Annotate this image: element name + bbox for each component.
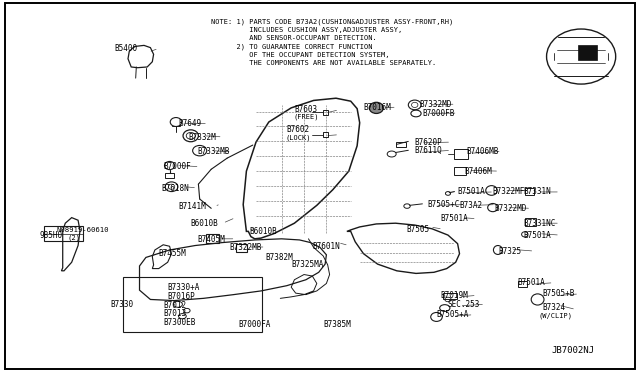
Text: B7455M: B7455M — [159, 249, 186, 258]
Text: B7016P: B7016P — [168, 292, 195, 301]
Bar — [518, 281, 527, 287]
Text: B7000F: B7000F — [163, 162, 191, 171]
Text: B7332MB: B7332MB — [197, 147, 230, 156]
Text: B7330+A: B7330+A — [168, 283, 200, 292]
Bar — [165, 173, 174, 178]
Text: B7330: B7330 — [110, 300, 133, 309]
Text: JB7002NJ: JB7002NJ — [552, 346, 595, 355]
Bar — [525, 188, 534, 195]
Text: B7603: B7603 — [294, 105, 317, 114]
Text: B6010B: B6010B — [250, 227, 277, 236]
Text: B7406MB: B7406MB — [466, 147, 499, 156]
Bar — [454, 149, 468, 159]
Text: B7385M: B7385M — [323, 320, 351, 329]
Text: B7501A: B7501A — [458, 187, 485, 196]
Text: B7331NC: B7331NC — [524, 219, 556, 228]
Text: B7501A: B7501A — [440, 214, 468, 223]
Text: B7331N: B7331N — [524, 187, 551, 196]
Text: B7505: B7505 — [406, 225, 429, 234]
Text: B7602: B7602 — [287, 125, 310, 134]
Text: B7000FA: B7000FA — [238, 320, 271, 329]
Text: B7501A: B7501A — [517, 278, 545, 287]
Text: B7325MA: B7325MA — [291, 260, 324, 269]
Text: B7322MD: B7322MD — [494, 204, 527, 213]
Text: (LOCK): (LOCK) — [285, 134, 311, 141]
Text: B7332M: B7332M — [189, 133, 216, 142]
Text: B7000FB: B7000FB — [422, 109, 455, 118]
Text: (FREE): (FREE) — [293, 114, 319, 121]
Bar — [443, 293, 457, 299]
Text: B7300EB: B7300EB — [163, 318, 196, 327]
Text: B7601N: B7601N — [312, 242, 340, 251]
Text: 985H0: 985H0 — [40, 231, 63, 240]
Text: B7382M: B7382M — [266, 253, 293, 262]
Text: (W/CLIP): (W/CLIP) — [539, 312, 573, 319]
Bar — [396, 142, 406, 147]
Text: B7324: B7324 — [543, 303, 566, 312]
Text: B7505+B: B7505+B — [543, 289, 575, 298]
Text: B7322MF: B7322MF — [493, 187, 525, 196]
Text: B7016M: B7016M — [364, 103, 391, 112]
Text: N08919-60610: N08919-60610 — [56, 227, 109, 233]
Ellipse shape — [369, 102, 383, 113]
Bar — [323, 132, 328, 137]
Text: B7501A: B7501A — [524, 231, 551, 240]
Text: B7620P: B7620P — [415, 138, 442, 147]
Bar — [454, 167, 466, 175]
Text: B7406M: B7406M — [464, 167, 492, 176]
Text: B6010B: B6010B — [191, 219, 218, 228]
Text: B73A2: B73A2 — [460, 201, 483, 210]
Bar — [236, 244, 247, 252]
Text: (2): (2) — [67, 234, 81, 241]
Text: SEC.253: SEC.253 — [448, 300, 481, 309]
Text: B7611Q: B7611Q — [415, 146, 442, 155]
Bar — [323, 110, 328, 115]
Text: B5400: B5400 — [114, 44, 137, 53]
Text: B7649: B7649 — [178, 119, 201, 128]
Text: B7141M: B7141M — [178, 202, 205, 211]
Text: NOTE: 1) PARTS CODE B73A2(CUSHION&ADJUSTER ASSY-FRONT,RH)
         INCLUDES CUSH: NOTE: 1) PARTS CODE B73A2(CUSHION&ADJUST… — [211, 19, 454, 65]
Bar — [44, 226, 83, 241]
Text: B7019M: B7019M — [440, 291, 468, 300]
Text: B7618N: B7618N — [161, 184, 189, 193]
Text: B7325: B7325 — [498, 247, 521, 256]
Bar — [206, 234, 219, 243]
Text: B7332MD: B7332MD — [420, 100, 452, 109]
Text: B7505+A: B7505+A — [436, 310, 469, 319]
Text: B7405M: B7405M — [197, 235, 225, 244]
Bar — [578, 45, 597, 60]
Bar — [123, 277, 262, 332]
Text: B7505+C: B7505+C — [428, 200, 460, 209]
Text: B7012: B7012 — [163, 301, 186, 310]
Text: B7322MB: B7322MB — [229, 243, 262, 252]
Text: B7013: B7013 — [163, 310, 186, 318]
Bar — [525, 218, 536, 226]
